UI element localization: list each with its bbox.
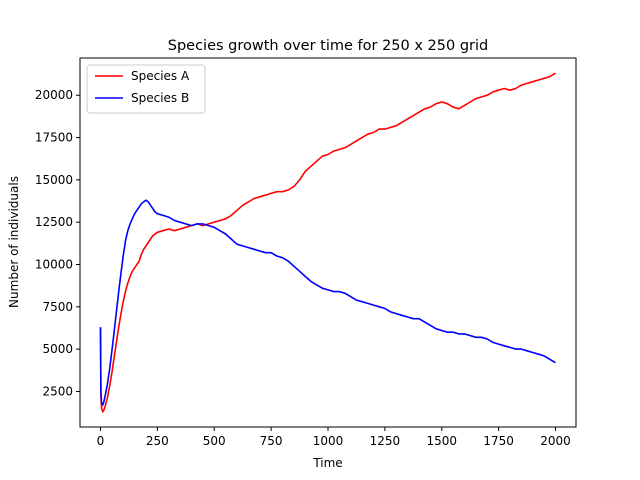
chart-title: Species growth over time for 250 x 250 g… bbox=[168, 38, 489, 54]
y-tick-label: 10000 bbox=[35, 258, 73, 272]
legend-label: Species B bbox=[131, 91, 189, 105]
plot-frame bbox=[79, 57, 577, 428]
series-line-species-b bbox=[99, 199, 556, 406]
y-tick-label: 17500 bbox=[35, 131, 73, 145]
y-tick-label: 20000 bbox=[35, 88, 73, 102]
y-tick-label: 2500 bbox=[42, 384, 73, 398]
x-tick-label: 2000 bbox=[540, 434, 571, 448]
x-tick-label: 1250 bbox=[370, 434, 401, 448]
y-tick-label: 7500 bbox=[42, 300, 73, 314]
x-axis-label: Time bbox=[312, 456, 342, 470]
x-tick-label: 250 bbox=[146, 434, 169, 448]
x-tick-label: 500 bbox=[203, 434, 226, 448]
legend-label: Species A bbox=[131, 69, 190, 83]
x-tick-label: 1750 bbox=[483, 434, 514, 448]
x-tick-label: 1500 bbox=[426, 434, 457, 448]
y-axis-label: Number of individuals bbox=[7, 176, 21, 308]
x-tick-label: 1000 bbox=[313, 434, 344, 448]
legend: Species A Species B bbox=[86, 64, 206, 114]
y-tick-label: 15000 bbox=[35, 173, 73, 187]
ticks-layer: 0 250 500 750 1000 1250 1500 1750 2000 2500 5000 75… bbox=[35, 88, 571, 448]
series-layer bbox=[99, 72, 556, 413]
x-tick-label: 0 bbox=[97, 434, 105, 448]
x-tick-label: 750 bbox=[260, 434, 283, 448]
y-tick-label: 12500 bbox=[35, 215, 73, 229]
legend-box bbox=[86, 64, 206, 114]
series-line-species-a bbox=[99, 72, 556, 413]
y-tick-label: 5000 bbox=[42, 342, 73, 356]
